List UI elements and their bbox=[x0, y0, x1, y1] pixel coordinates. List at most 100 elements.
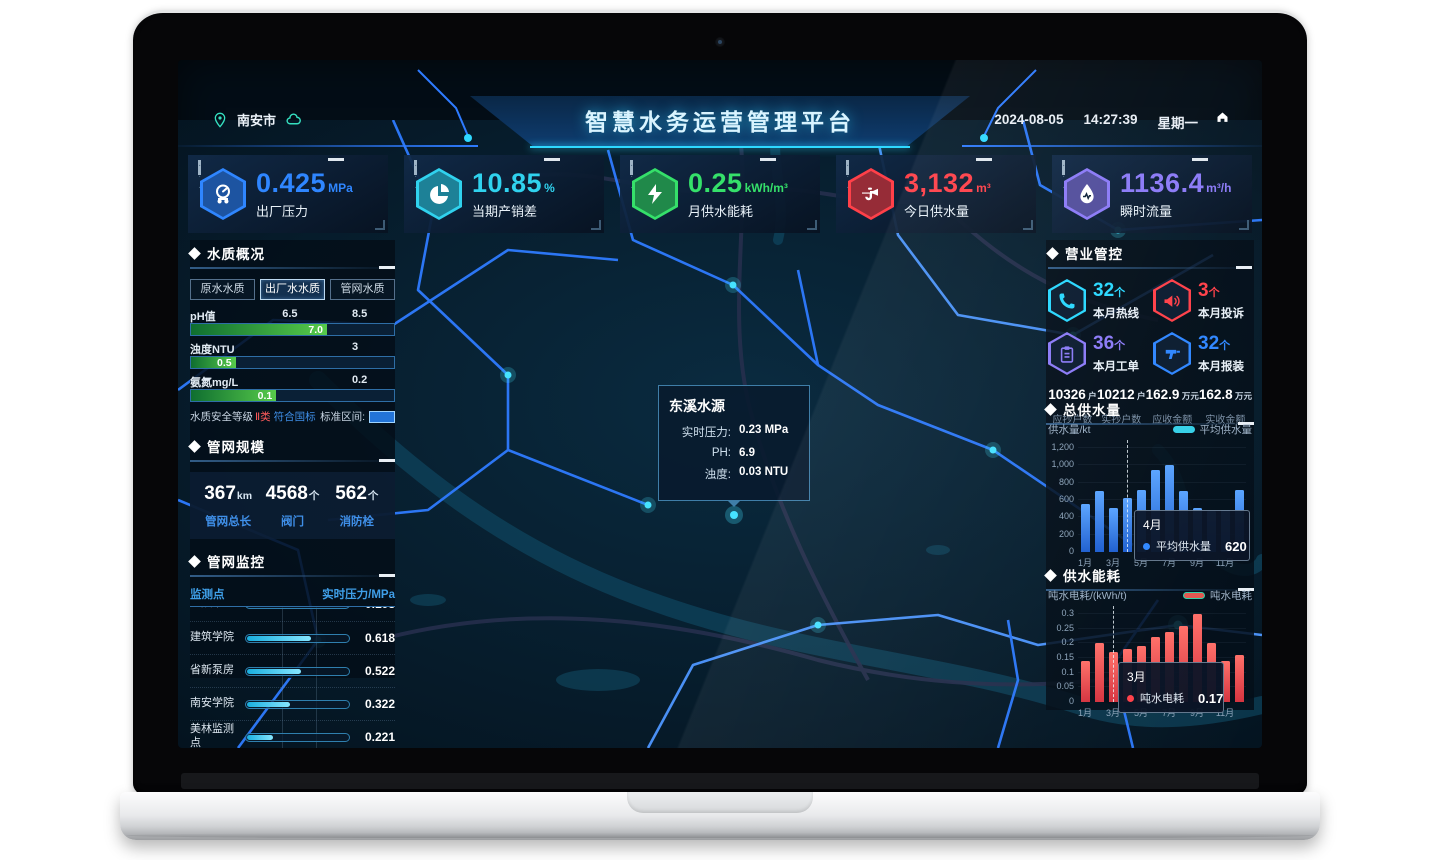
tab-管网水质[interactable]: 管网水质 bbox=[330, 279, 395, 300]
table-row: 省新泵房 0.522 bbox=[190, 655, 395, 688]
business-stat-value: 162.8 bbox=[1198, 387, 1233, 402]
card-corner-decoration bbox=[1239, 220, 1249, 230]
bar[interactable] bbox=[1094, 643, 1104, 702]
laptop-hinge bbox=[181, 773, 1259, 789]
metric-max-value: 3 bbox=[351, 341, 359, 353]
kpi-icon-hexagon bbox=[632, 168, 678, 220]
header-date: 2024-08-05 bbox=[994, 112, 1064, 127]
chart-tooltip-value: 620 bbox=[1225, 538, 1247, 554]
business-label: 本月报装 bbox=[1198, 360, 1244, 373]
bar[interactable] bbox=[1080, 661, 1090, 702]
business-grid: 32个 本月热线 3个 本月投诉 36个 本月工单 32个 本月报装 bbox=[1048, 279, 1252, 375]
bar[interactable] bbox=[1080, 504, 1090, 552]
business-label: 本月热线 bbox=[1093, 307, 1139, 320]
monitoring-col-pressure: 实时压力/MPa bbox=[322, 589, 395, 601]
quality-metric-row: 氨氮mg/L 0.2 0.1 bbox=[190, 374, 395, 402]
pressure-bar-fill bbox=[247, 668, 301, 674]
business-value-suffix: 个 bbox=[1114, 339, 1126, 352]
table-row: 金融中心 0.103 bbox=[190, 607, 395, 622]
card-corner-decoration bbox=[591, 220, 601, 230]
water-quality-tabs: 原水水质 出厂水水质 管网水质 bbox=[190, 279, 395, 300]
kpi-label: 瞬时流量 bbox=[1120, 204, 1173, 219]
bar[interactable] bbox=[1220, 661, 1230, 702]
metric-name: 浊度NTU bbox=[190, 344, 235, 356]
section-divider bbox=[190, 574, 395, 577]
laptop-lid: 南安市 智慧水务运营管理平台 2024-08-05 14:27:39 bbox=[133, 10, 1307, 795]
page-title: 智慧水务运营管理平台 bbox=[585, 109, 855, 135]
pipe-stat-unit: 个 bbox=[367, 490, 379, 502]
y-tick-label: 400 bbox=[1058, 511, 1074, 522]
home-icon[interactable] bbox=[1215, 110, 1230, 125]
chart-tooltip: 4月平均供水量 620 bbox=[1134, 510, 1250, 561]
y-axis-label: 吨水电耗/(kWh/t) bbox=[1048, 590, 1127, 602]
pressure-value: 0.103 bbox=[357, 607, 395, 611]
metric-max-value: 8.5 bbox=[351, 308, 368, 320]
y-tick-label: 0 bbox=[1068, 696, 1074, 706]
kpi-label: 出厂压力 bbox=[256, 204, 309, 219]
business-label: 本月投诉 bbox=[1198, 307, 1244, 320]
y-tick-label: 0 bbox=[1068, 546, 1074, 556]
y-tick-label: 0.3 bbox=[1061, 608, 1074, 618]
monitoring-table[interactable]: 金融中心 0.103 建筑学院 0.618 省新泵房 0.522 南安学院 0.322 美林监测… bbox=[190, 607, 395, 748]
ponds bbox=[410, 545, 950, 691]
quality-metric-row: 浊度NTU 3 0.5 bbox=[190, 341, 395, 369]
header-decoration-left bbox=[417, 69, 472, 142]
business-icon-hexagon bbox=[1048, 279, 1086, 322]
pie-chart-icon bbox=[427, 182, 451, 206]
map-tooltip-value: 0.23 MPa bbox=[739, 424, 789, 436]
section-diamond-icon bbox=[1044, 568, 1057, 582]
chart-tooltip-series: 平均供水量 bbox=[1156, 541, 1211, 553]
tab-原水水质[interactable]: 原水水质 bbox=[190, 279, 255, 300]
legend-label: 吨水电耗 bbox=[1210, 590, 1252, 602]
site-name: 建筑学院 bbox=[190, 631, 234, 644]
city-selector[interactable]: 南安市 bbox=[237, 113, 277, 128]
legend-item[interactable]: 吨水电耗 bbox=[1183, 588, 1252, 603]
site-name: 美林监测点 bbox=[190, 723, 234, 748]
metric-bar-fill: 7.0 bbox=[191, 324, 327, 336]
pipe-stat-unit: 个 bbox=[308, 490, 320, 502]
kpi-value: 1136.4 bbox=[1120, 168, 1205, 198]
bar[interactable] bbox=[1094, 491, 1104, 552]
kpi-value: 10.85 bbox=[472, 168, 543, 198]
business-icon-hexagon bbox=[1153, 279, 1191, 322]
business-stat-unit: 万元 bbox=[1232, 391, 1252, 401]
safety-grade-class: Ⅱ类 bbox=[255, 411, 271, 423]
y-tick-label: 1,000 bbox=[1051, 459, 1074, 470]
bar[interactable] bbox=[1164, 465, 1174, 552]
kpi-unit: % bbox=[544, 181, 555, 195]
legend-item[interactable]: 平均供水量 bbox=[1172, 422, 1252, 437]
card-corner-decoration bbox=[807, 220, 817, 230]
gridline bbox=[1078, 627, 1246, 629]
bar[interactable] bbox=[1108, 508, 1118, 552]
kpi-unit: m³/h bbox=[1206, 181, 1232, 195]
section-divider bbox=[1046, 588, 1254, 591]
water-quality-metrics: pH值 6.5 8.5 7.0 浊度NTU 3 0.5 氨氮mg/L 0.2 0.1 bbox=[190, 308, 395, 402]
series-dot-icon bbox=[1143, 542, 1150, 550]
pipe-network-stats: 367km 管网总长 4568个 阀门 562个 消防栓 bbox=[190, 472, 395, 539]
card-corner-decoration bbox=[375, 220, 385, 230]
pressure-value: 0.522 bbox=[364, 664, 395, 678]
y-tick-label: 0.25 bbox=[1056, 622, 1074, 633]
x-tick-label: 5月 bbox=[1133, 708, 1149, 718]
pressure-value: 0.221 bbox=[364, 730, 395, 744]
metric-name: 氨氮mg/L bbox=[190, 377, 239, 389]
plot-area: 0 200 400 600 800 1,000 1,200 1月 3月 5月 7月 9月 11月 4月 平均… bbox=[1051, 440, 1250, 568]
chart-tooltip-title: 4月 bbox=[1143, 518, 1162, 532]
pipe-stat: 562个 消防栓 bbox=[325, 483, 389, 529]
gridline bbox=[1078, 642, 1246, 644]
bar[interactable] bbox=[1192, 614, 1202, 702]
business-stat: 162.8 万元 实收金额 bbox=[1199, 387, 1252, 426]
map-tooltip-row: PH: 6.9 bbox=[669, 447, 799, 459]
y-axis-label: 供水量/kt bbox=[1048, 424, 1091, 436]
bar[interactable] bbox=[1234, 655, 1244, 702]
kpi-label: 今日供水量 bbox=[904, 204, 970, 219]
plot-area: 0 0.05 0.1 0.15 0.2 0.25 0.3 1月 3月 5月 7月 9月 11月 3月 吨水电… bbox=[1056, 606, 1246, 718]
tab-出厂水水质[interactable]: 出厂水水质 bbox=[260, 279, 325, 300]
kpi-icon-hexagon bbox=[416, 168, 462, 220]
table-row: 美林监测点 0.221 bbox=[190, 721, 395, 748]
map-tooltip-value: 0.03 NTU bbox=[739, 466, 789, 478]
header-time: 14:27:39 bbox=[1083, 112, 1138, 127]
y-tick-label: 600 bbox=[1058, 494, 1074, 504]
